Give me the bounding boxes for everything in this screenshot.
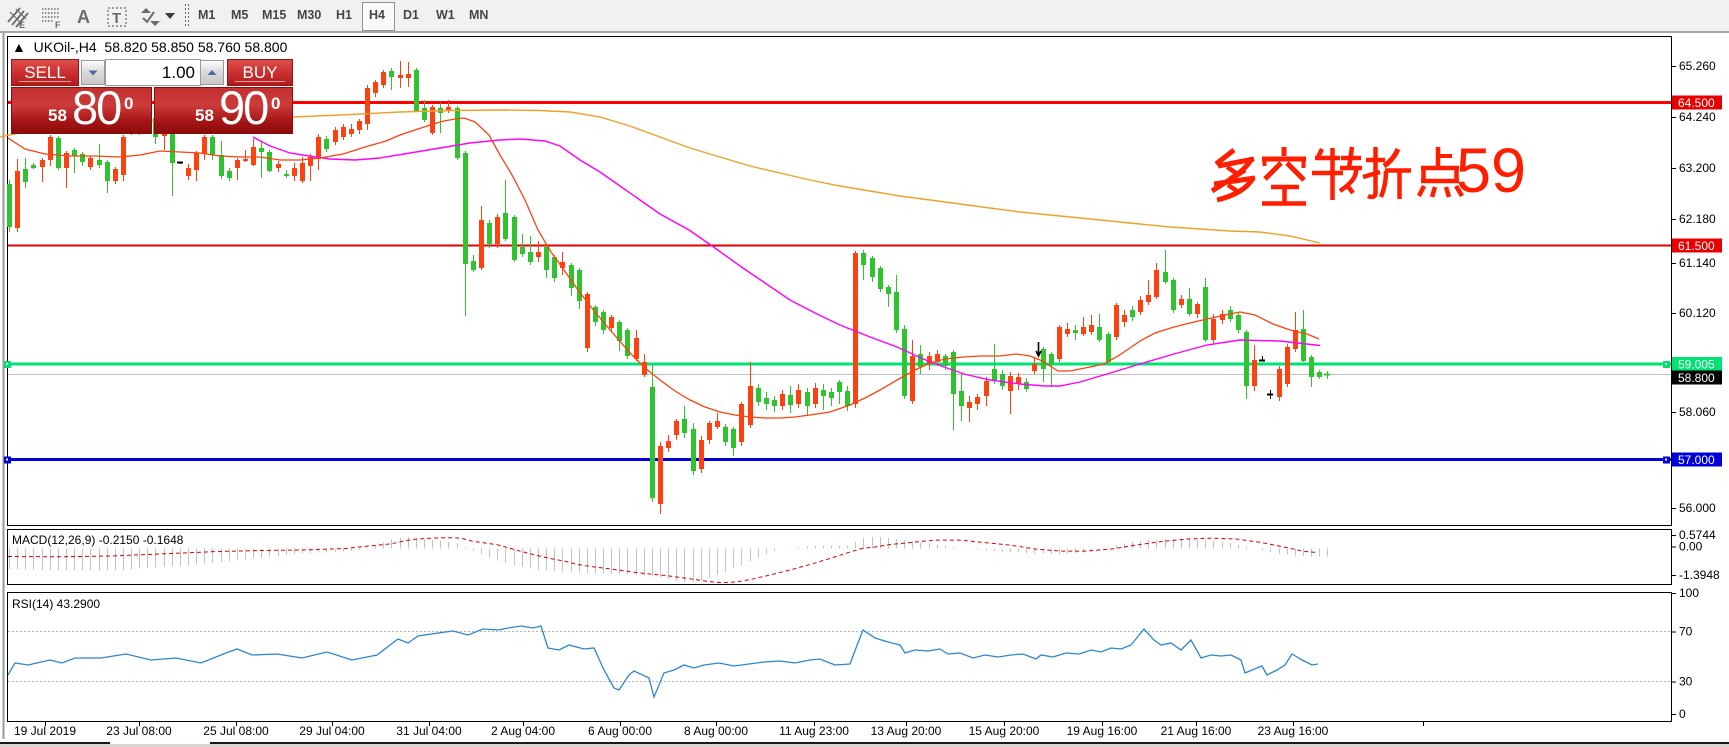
svg-text:19 Jul 2019: 19 Jul 2019 bbox=[14, 724, 76, 738]
svg-text:T: T bbox=[112, 10, 121, 27]
svg-text:60.120: 60.120 bbox=[1679, 306, 1716, 320]
svg-text:0: 0 bbox=[1679, 707, 1686, 721]
svg-text:62.180: 62.180 bbox=[1679, 212, 1716, 226]
svg-text:0.00: 0.00 bbox=[1679, 540, 1703, 554]
svg-text:57.000: 57.000 bbox=[1678, 453, 1715, 467]
svg-text:70: 70 bbox=[1679, 625, 1693, 639]
svg-text:E: E bbox=[19, 20, 25, 30]
svg-text:56.000: 56.000 bbox=[1679, 501, 1716, 515]
svg-text:58.060: 58.060 bbox=[1679, 405, 1716, 419]
svg-text:13 Aug 20:00: 13 Aug 20:00 bbox=[871, 724, 942, 738]
svg-text:58.800: 58.800 bbox=[1678, 371, 1715, 385]
svg-text:-1.3948: -1.3948 bbox=[1679, 568, 1720, 582]
svg-text:23 Aug 16:00: 23 Aug 16:00 bbox=[1258, 724, 1329, 738]
svg-text:15 Aug 20:00: 15 Aug 20:00 bbox=[969, 724, 1040, 738]
svg-text:2 Aug 04:00: 2 Aug 04:00 bbox=[491, 724, 555, 738]
svg-text:23 Jul 08:00: 23 Jul 08:00 bbox=[106, 724, 172, 738]
svg-text:61.140: 61.140 bbox=[1679, 256, 1716, 270]
svg-text:25 Jul 08:00: 25 Jul 08:00 bbox=[203, 724, 269, 738]
svg-text:31 Jul 04:00: 31 Jul 04:00 bbox=[396, 724, 462, 738]
svg-text:63.200: 63.200 bbox=[1679, 161, 1716, 175]
svg-text:64.500: 64.500 bbox=[1678, 96, 1715, 110]
svg-text:59.005: 59.005 bbox=[1678, 358, 1715, 372]
svg-text:65.260: 65.260 bbox=[1679, 59, 1716, 73]
svg-text:11 Aug 23:00: 11 Aug 23:00 bbox=[779, 724, 849, 738]
svg-text:30: 30 bbox=[1679, 675, 1693, 689]
svg-text:F: F bbox=[55, 20, 61, 30]
svg-text:59: 59 bbox=[1456, 136, 1526, 206]
svg-text:21 Aug 16:00: 21 Aug 16:00 bbox=[1161, 724, 1232, 738]
svg-text:61.500: 61.500 bbox=[1678, 239, 1715, 253]
svg-text:0.5744: 0.5744 bbox=[1679, 528, 1716, 542]
svg-text:MACD(12,26,9) -0.2150 -0.1648: MACD(12,26,9) -0.2150 -0.1648 bbox=[12, 533, 184, 547]
svg-text:29 Jul 04:00: 29 Jul 04:00 bbox=[299, 724, 365, 738]
svg-text:A: A bbox=[77, 7, 90, 27]
svg-text:RSI(14) 43.2900: RSI(14) 43.2900 bbox=[12, 597, 100, 611]
svg-text:19 Aug 16:00: 19 Aug 16:00 bbox=[1067, 724, 1138, 738]
svg-text:100: 100 bbox=[1679, 586, 1699, 600]
svg-text:64.240: 64.240 bbox=[1679, 110, 1716, 124]
svg-text:8 Aug 00:00: 8 Aug 00:00 bbox=[684, 724, 748, 738]
svg-text:6 Aug 00:00: 6 Aug 00:00 bbox=[588, 724, 652, 738]
